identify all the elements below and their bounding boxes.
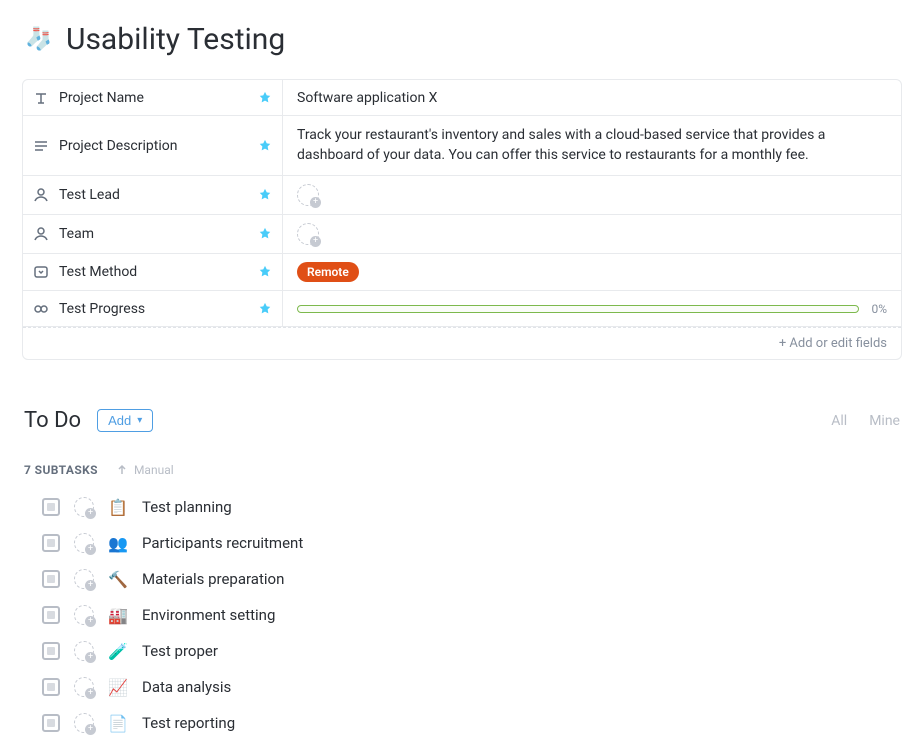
pin-icon[interactable] <box>258 188 272 202</box>
progress-percent: 0% <box>871 302 887 316</box>
subtask-label: Environment setting <box>142 606 275 624</box>
subtask-list: 📋 Test planning 👥 Participants recruitme… <box>22 497 902 733</box>
custom-fields-table: Project Name Software application X Proj… <box>22 79 902 360</box>
subtask-row[interactable]: 👥 Participants recruitment <box>42 533 902 553</box>
subtask-emoji: 📈 <box>108 678 128 697</box>
subtask-checkbox[interactable] <box>42 498 60 516</box>
subtask-meta-row: 7 SUBTASKS Manual <box>22 463 902 477</box>
field-label-cell[interactable]: Project Name <box>23 80 283 115</box>
person-field-icon <box>33 226 49 242</box>
add-assignee-icon[interactable] <box>74 569 94 589</box>
field-label-cell[interactable]: Team <box>23 215 283 253</box>
page-icon[interactable]: 🧦 <box>26 27 52 53</box>
field-label: Team <box>59 226 94 242</box>
subtask-row[interactable]: 🔨 Materials preparation <box>42 569 902 589</box>
field-label: Test Method <box>59 264 137 280</box>
chevron-down-icon: ▾ <box>137 415 142 426</box>
field-value[interactable]: 0% <box>283 291 901 326</box>
field-label-cell[interactable]: Project Description <box>23 116 283 175</box>
field-value[interactable]: Software application X <box>283 80 901 115</box>
add-assignee-icon[interactable] <box>297 223 319 245</box>
sort-toggle[interactable]: Manual <box>116 463 174 477</box>
field-row-project-description: Project Description Track your restauran… <box>23 116 901 176</box>
field-value[interactable]: Remote <box>283 254 901 290</box>
person-field-icon <box>33 187 49 203</box>
subtask-row[interactable]: 🏭 Environment setting <box>42 605 902 625</box>
page-title[interactable]: Usability Testing <box>66 22 285 57</box>
subtask-row[interactable]: 🧪 Test proper <box>42 641 902 661</box>
subtask-filter-group: All Mine <box>831 413 900 429</box>
filter-mine[interactable]: Mine <box>869 413 900 429</box>
text-field-icon <box>33 90 49 106</box>
method-tag[interactable]: Remote <box>297 262 359 282</box>
page-header: 🧦 Usability Testing <box>22 12 902 79</box>
add-edit-fields-label: + Add or edit fields <box>779 336 887 351</box>
subtask-row[interactable]: 📋 Test planning <box>42 497 902 517</box>
add-assignee-icon[interactable] <box>74 497 94 517</box>
field-value[interactable]: Track your restaurant's inventory and sa… <box>283 116 901 175</box>
subtask-emoji: 🧪 <box>108 642 128 661</box>
field-label: Project Name <box>59 90 144 106</box>
pin-icon[interactable] <box>258 302 272 316</box>
add-button-label: Add <box>108 413 131 428</box>
field-value[interactable] <box>283 176 901 214</box>
subtask-label: Materials preparation <box>142 570 284 588</box>
pin-icon[interactable] <box>258 265 272 279</box>
todo-title: To Do <box>24 408 81 433</box>
progress-field-icon <box>33 301 49 317</box>
subtask-emoji: 📋 <box>108 498 128 517</box>
add-edit-fields-link[interactable]: + Add or edit fields <box>23 327 901 359</box>
field-label: Test Progress <box>59 301 145 317</box>
filter-all[interactable]: All <box>831 413 847 429</box>
field-label-cell[interactable]: Test Progress <box>23 291 283 326</box>
subtask-label: Data analysis <box>142 678 231 696</box>
add-assignee-icon[interactable] <box>297 184 319 206</box>
description-field-icon <box>33 138 49 154</box>
subtask-emoji: 👥 <box>108 534 128 553</box>
field-label: Project Description <box>59 138 177 154</box>
subtask-label: Test planning <box>142 498 232 516</box>
field-value[interactable] <box>283 215 901 253</box>
subtask-label: Test proper <box>142 642 218 660</box>
add-assignee-icon[interactable] <box>74 677 94 697</box>
add-assignee-icon[interactable] <box>74 605 94 625</box>
pin-icon[interactable] <box>258 139 272 153</box>
subtask-count: 7 SUBTASKS <box>24 463 98 477</box>
subtask-label: Participants recruitment <box>142 534 303 552</box>
field-row-test-progress: Test Progress 0% <box>23 291 901 327</box>
field-row-test-method: Test Method Remote <box>23 254 901 291</box>
todo-header: To Do Add ▾ All Mine <box>22 408 902 433</box>
field-label-cell[interactable]: Test Method <box>23 254 283 290</box>
progress-bar[interactable] <box>297 305 859 313</box>
subtask-label: Test reporting <box>142 714 235 732</box>
subtask-row[interactable]: 📄 Test reporting <box>42 713 902 733</box>
add-assignee-icon[interactable] <box>74 713 94 733</box>
subtask-checkbox[interactable] <box>42 714 60 732</box>
subtask-checkbox[interactable] <box>42 642 60 660</box>
field-label-cell[interactable]: Test Lead <box>23 176 283 214</box>
subtask-checkbox[interactable] <box>42 534 60 552</box>
field-row-test-lead: Test Lead <box>23 176 901 215</box>
field-value-text: Software application X <box>297 90 437 106</box>
dropdown-field-icon <box>33 264 49 280</box>
field-row-project-name: Project Name Software application X <box>23 80 901 116</box>
field-value-text: Track your restaurant's inventory and sa… <box>297 126 887 165</box>
subtask-emoji: 🔨 <box>108 570 128 589</box>
add-subtask-button[interactable]: Add ▾ <box>97 409 153 432</box>
add-assignee-icon[interactable] <box>74 533 94 553</box>
subtask-emoji: 📄 <box>108 714 128 733</box>
subtask-checkbox[interactable] <box>42 570 60 588</box>
field-row-team: Team <box>23 215 901 254</box>
field-label: Test Lead <box>59 187 120 203</box>
sort-label: Manual <box>134 463 174 477</box>
subtask-emoji: 🏭 <box>108 606 128 625</box>
subtask-checkbox[interactable] <box>42 678 60 696</box>
subtask-row[interactable]: 📈 Data analysis <box>42 677 902 697</box>
subtask-checkbox[interactable] <box>42 606 60 624</box>
add-assignee-icon[interactable] <box>74 641 94 661</box>
pin-icon[interactable] <box>258 227 272 241</box>
progress-bar-wrap: 0% <box>297 302 887 316</box>
pin-icon[interactable] <box>258 91 272 105</box>
